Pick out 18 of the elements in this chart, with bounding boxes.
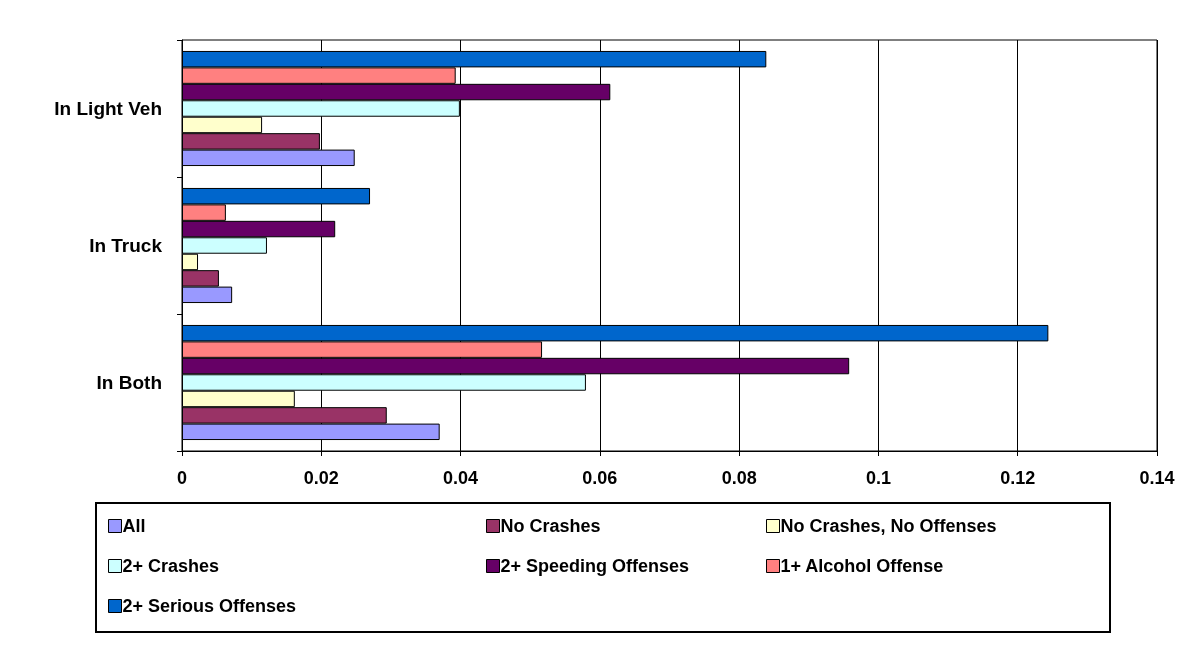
x-tick-label: 0.02 bbox=[303, 468, 339, 488]
x-tick-label: 0.06 bbox=[582, 468, 618, 488]
y-tick-label: In Light Veh bbox=[54, 98, 162, 119]
x-tick-label: 0.1 bbox=[865, 468, 891, 488]
legend-label: 1+ Alcohol Offense bbox=[780, 556, 944, 576]
legend-label: No Crashes bbox=[500, 516, 601, 536]
y-tick-label: In Both bbox=[96, 372, 162, 393]
x-tick-label: 0 bbox=[176, 468, 188, 488]
x-tick-label: 0.12 bbox=[1000, 468, 1036, 488]
legend-label: 2+ Serious Offenses bbox=[122, 596, 297, 616]
x-tick-label: 0.04 bbox=[443, 468, 479, 488]
legend-label: 2+ Speeding Offenses bbox=[500, 556, 690, 576]
x-tick-label: 0.14 bbox=[1139, 468, 1175, 488]
legend-label: 2+ Crashes bbox=[122, 556, 220, 576]
legend-label: All bbox=[122, 516, 146, 536]
legend-label: No Crashes, No Offenses bbox=[780, 516, 997, 536]
y-tick-label: In Truck bbox=[89, 235, 163, 256]
x-tick-label: 0.08 bbox=[721, 468, 757, 488]
